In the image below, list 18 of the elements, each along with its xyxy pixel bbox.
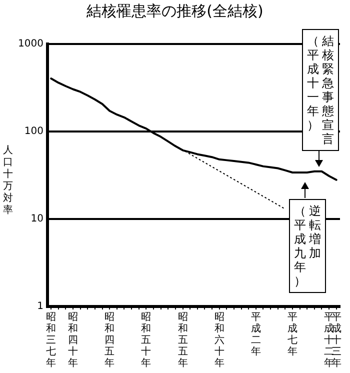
annotation: 逆転増加 [309,204,321,262]
x-tick-label: 平成七年 [287,312,298,358]
annotation: （平成十一年） [307,34,319,134]
y-tick-label: 100 [24,126,44,138]
annotation: （平成九年） [294,204,306,288]
y-tick-label: 1000 [18,38,44,50]
x-tick-label: 昭和四十年 [68,312,78,369]
chart-title: 結核罹患率の推移(全結核) [86,2,264,21]
annotation: 結核緊急事態宣言 [322,34,334,146]
x-tick-label: 平成二年 [250,312,261,358]
y-axis-title: 人口十万対率 [3,145,13,217]
x-tick-label: 昭和三七年 [46,312,56,369]
x-tick-label: 昭和五五年 [178,312,188,369]
y-tick-label: 10 [30,214,44,225]
x-tick-label: 昭和五十年 [141,312,152,369]
y-tick-label: 1 [37,301,44,312]
x-tick-label: 昭和六十年 [214,312,224,369]
x-tick-label: 昭和四五年 [104,312,115,369]
